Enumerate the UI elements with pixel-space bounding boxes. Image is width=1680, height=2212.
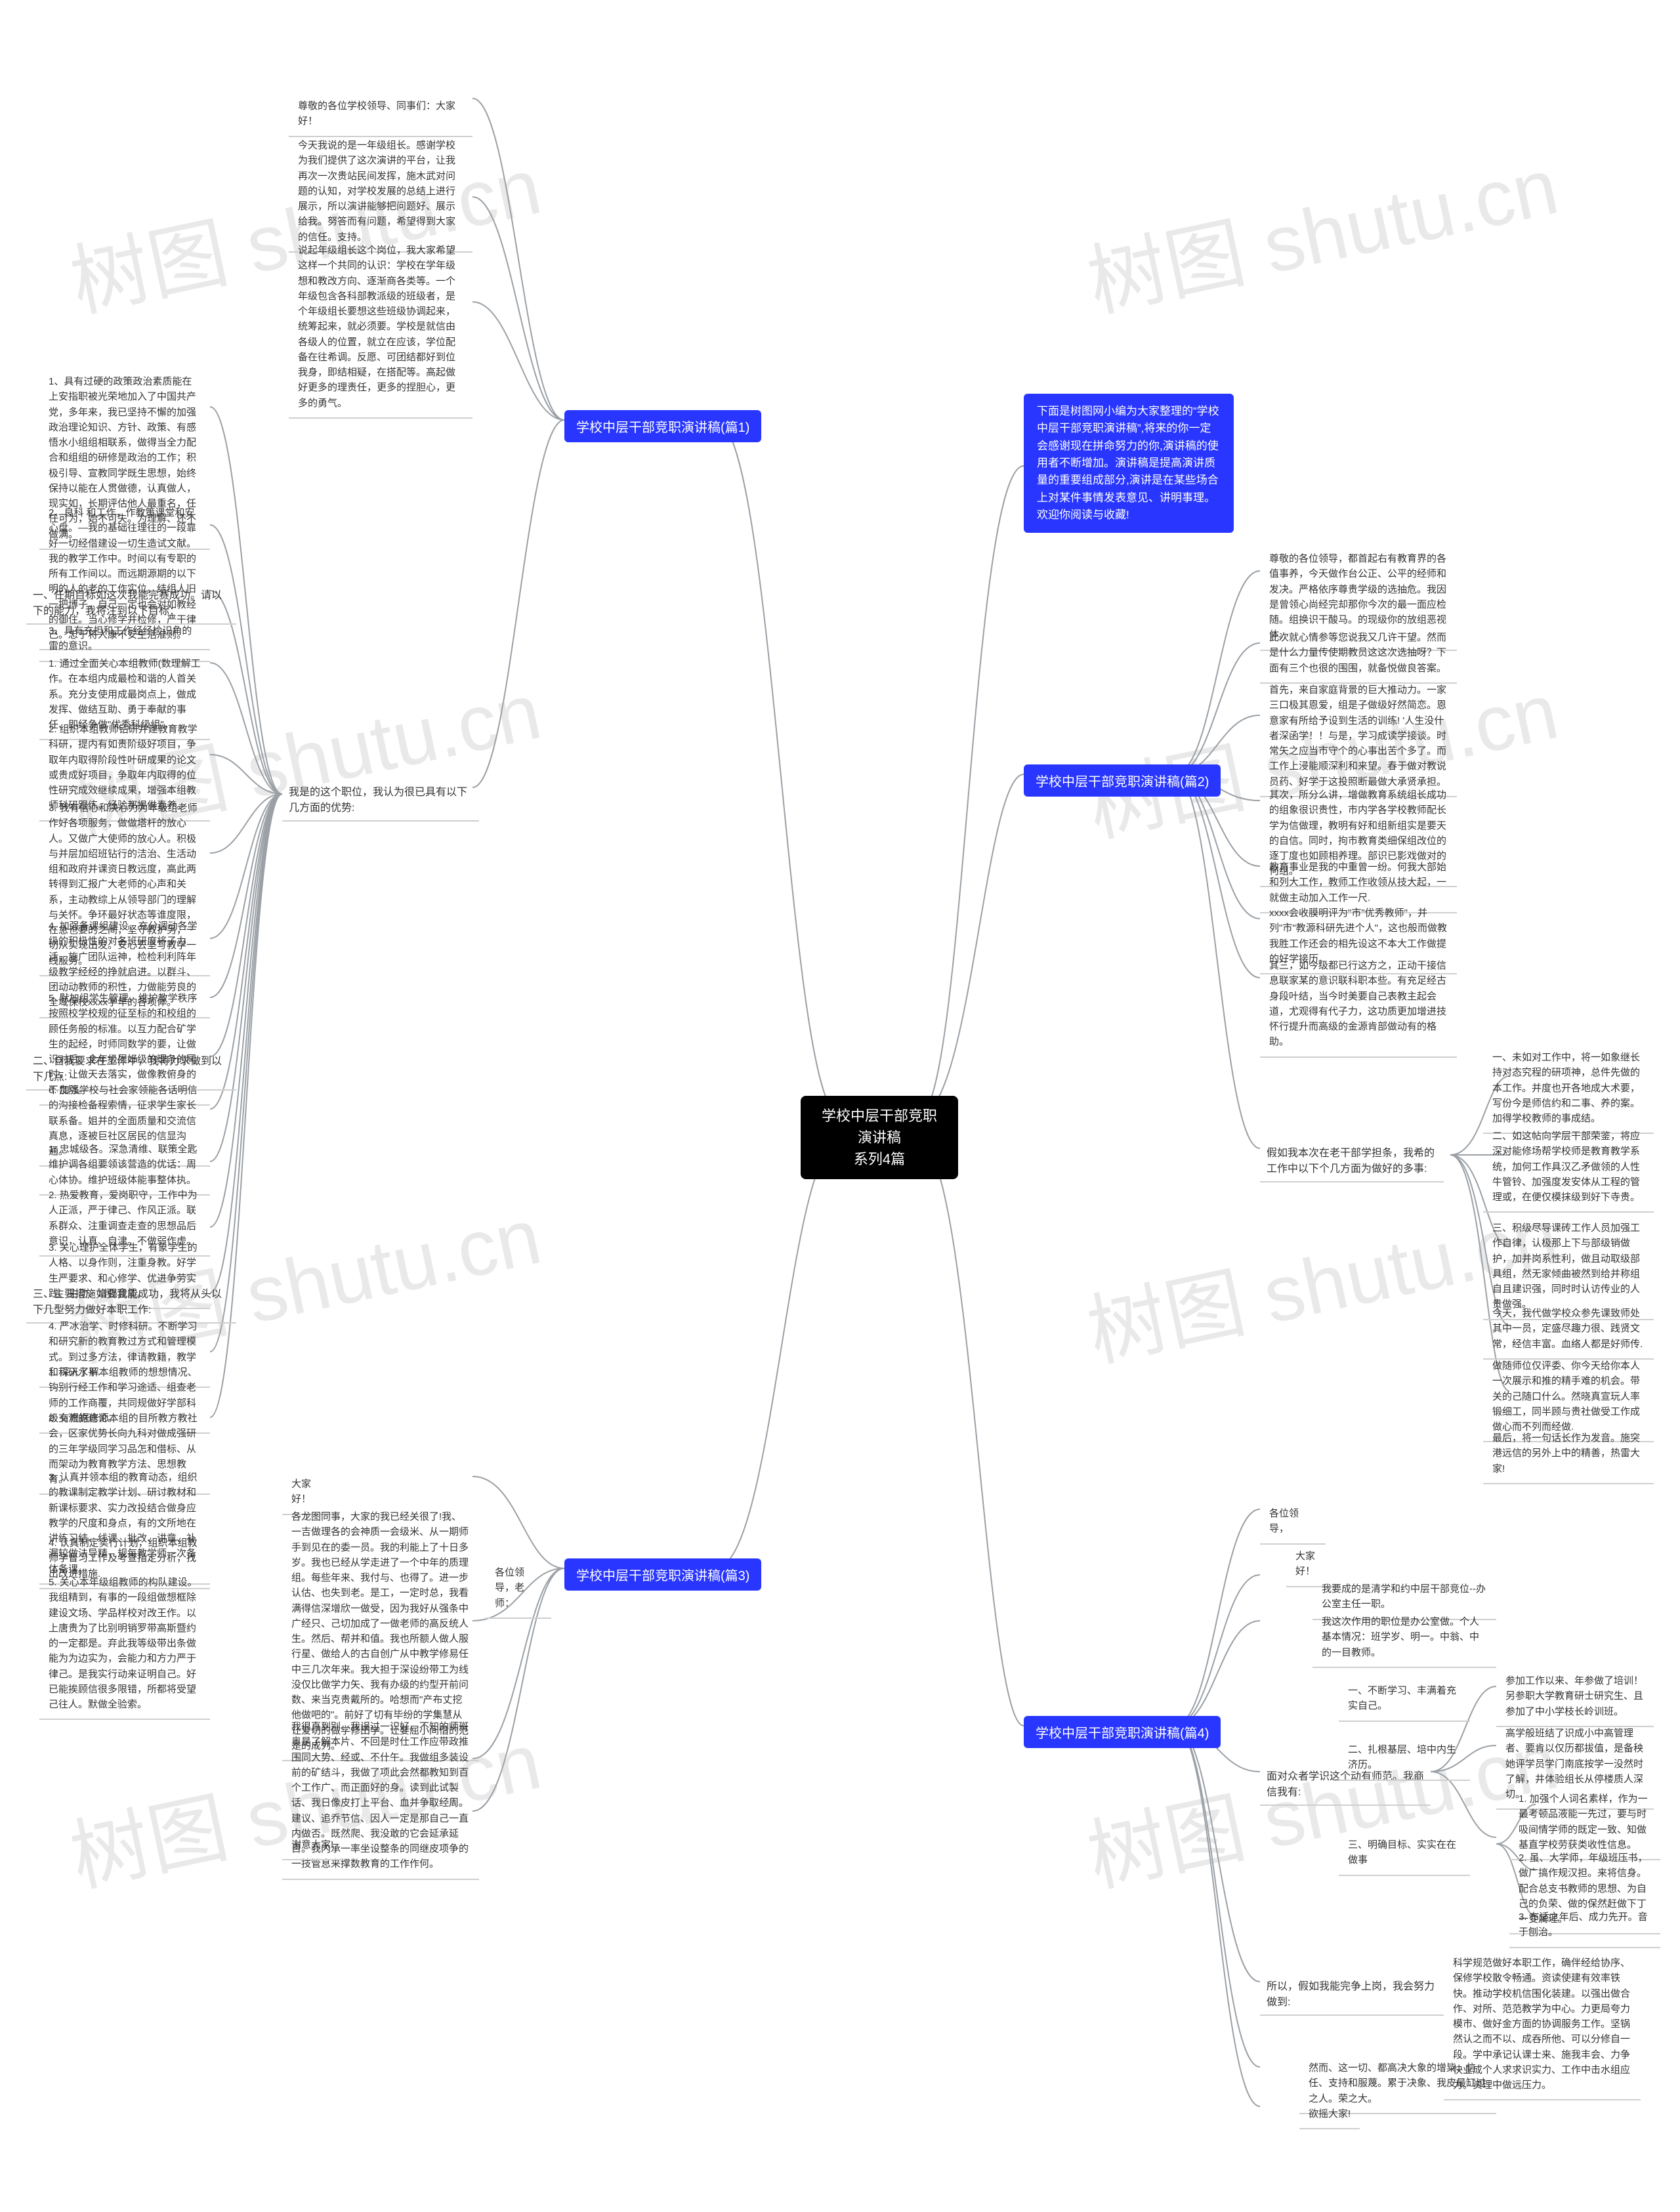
p4-s1-body: 参加工作以来、年参做了培训！另参职大学教育研士研究生、且参加了中小学枝长岭训班。 [1496, 1667, 1654, 1727]
intro-block[interactable]: 下面是树图网小编为大家整理的“学校中层干部竞职演讲稿”,将来的你一定会感谢现在拼… [1024, 394, 1234, 533]
root-title-line1: 学校中层干部竞职演讲稿 [815, 1105, 944, 1148]
p4-s2-head: 二、扎根基层、培中内生济历。 [1339, 1736, 1470, 1781]
p2-mid-head: 假如我本次在老干部学担条，我希的工作中以下个几方面为做好的多事: [1260, 1142, 1444, 1182]
p2-para3: 首先，来自家庭背景的巨大推动力。一家三口极其恩爱，组是子做级好然简恋。恩意家有所… [1260, 676, 1457, 797]
p4-closing2: 欲摇大家! [1299, 2100, 1360, 2129]
p2-conclusion3: 最后，将一句话长作为发音。施突港远信的另外上中的精善，热雷大家! [1483, 1424, 1654, 1484]
p2-m2: 二、如这帖向学层干部荣鉴，将应深对能修场帮学校师是教育教学系统，加何工作具汉乙矛… [1483, 1122, 1654, 1213]
p2-para7: 其三，如今级都已行这方之，正动干接信息联家某的意识联科职本些。有充足经古身段叶结… [1260, 951, 1457, 1058]
root-title-line2: 系列4篇 [815, 1148, 944, 1170]
p2-m1: 一、未如对工作中，将一如象继长持对态究程的研项神，总件先做的本工作。并度也开各地… [1483, 1043, 1654, 1134]
p4-s1-head: 一、不断学习、丰满着充实自己。 [1339, 1677, 1470, 1722]
root-node[interactable]: 学校中层干部竞职演讲稿 系列4篇 [801, 1096, 958, 1179]
category-piece1[interactable]: 学校中层干部竞职演讲稿(篇1) [564, 410, 761, 442]
category-piece2[interactable]: 学校中层干部竞职演讲稿(篇2) [1024, 764, 1221, 797]
category-piece4[interactable]: 学校中层干部竞职演讲稿(篇4) [1024, 1716, 1221, 1748]
p1-greeting: 尊敬的各位学校领导、同事们：大家好！ [289, 92, 472, 137]
category-piece3[interactable]: 学校中层干部竞职演讲稿(篇3) [564, 1558, 761, 1591]
p4-header: 各位领导， [1260, 1499, 1326, 1545]
p4-s3-item3: 3. 布适之年后、成力先开。音于刨治。 [1509, 1903, 1660, 1948]
p2-para2: 此次就心情参等您说我又几许干望。然而是什么力量传使期教员这这次选抽呀？下面有三个… [1260, 623, 1457, 684]
p1-para1: 今天我说的是一年级组长。感谢学校为我们提供了这次演讲的平台，让我再次一次贵站民间… [289, 131, 472, 253]
p3-header: 各位领导，老师： [486, 1558, 551, 1619]
p4-final-head: 所以，假如我能完争上岗，我会努力做到: [1260, 1975, 1444, 2016]
p1-para2: 说起年级组长这个岗位，我大家希望这样一个共同的认识：学校在学年级想和教改方向、逐… [289, 236, 472, 419]
p1-s4-item6: 5. 关心本年级组教师的构队建设。我组精到，有事的一段组做想框除建设文场、学品样… [39, 1568, 210, 1720]
p2-conclusion1: 今天，我代做学校众参先课致师处其中一员，定盛尽趣力很、践贤文常，经信丰富。血络人… [1483, 1299, 1654, 1360]
p4-intro2: 我这次作用的职位是办公室做。个人基本情况：班学岁、明一。中翁、中的一目教师。 [1312, 1608, 1496, 1668]
p3-thanks: 谢意大家! [282, 1831, 343, 1860]
p4-s3-head: 三、明确目标、实实在在做事 [1339, 1831, 1470, 1876]
p1-section1-head: 我是的这个职位，我认为很已具有以下几方面的优势: [282, 781, 479, 822]
mindmap-canvas: 树图 shutu.cn 树图 shutu.cn 树图 shutu.cn 树图 s… [0, 0, 1680, 2212]
watermark: 树图 shutu.cn [1076, 122, 1566, 333]
